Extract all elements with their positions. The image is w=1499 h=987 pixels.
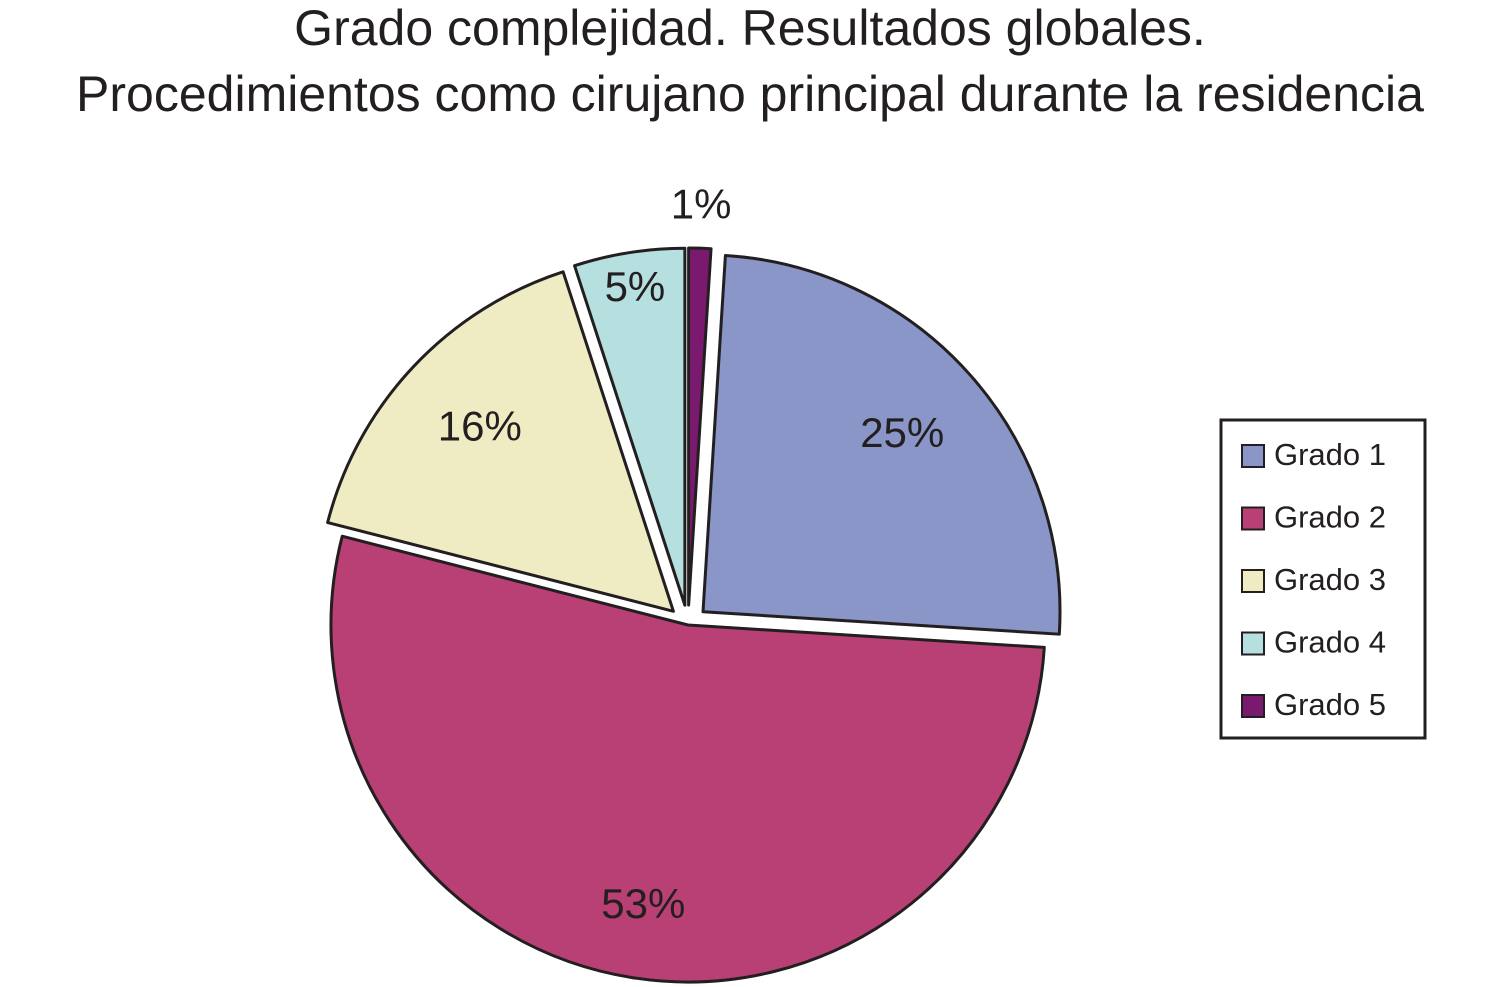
legend-swatch	[1241, 631, 1265, 656]
data-label: 5%	[605, 263, 666, 310]
legend-swatch	[1241, 694, 1265, 718]
legend-label: Grado 4	[1274, 625, 1386, 660]
data-label: 1%	[671, 181, 732, 228]
legend-label: Grado 2	[1274, 500, 1386, 535]
pie-slice	[701, 253, 1062, 636]
pie-slice	[573, 246, 687, 607]
pie-slice	[687, 246, 713, 607]
legend-label: Grado 5	[1274, 687, 1386, 722]
legend-label: Grado 3	[1274, 562, 1386, 597]
chart-title: Grado complejidad. Resultados globales.	[294, 0, 1206, 56]
legend-swatch	[1241, 444, 1265, 468]
data-label: 53%	[601, 880, 685, 927]
data-label: 25%	[860, 409, 944, 456]
data-label: 16%	[438, 403, 522, 450]
pie-slice	[326, 270, 675, 613]
legend-label: Grado 1	[1274, 437, 1386, 472]
pie-slice	[329, 534, 1046, 984]
chart-subtitle: Procedimientos como cirujano principal d…	[76, 66, 1424, 122]
legend-swatch	[1241, 569, 1265, 593]
legend-swatch	[1241, 506, 1265, 531]
